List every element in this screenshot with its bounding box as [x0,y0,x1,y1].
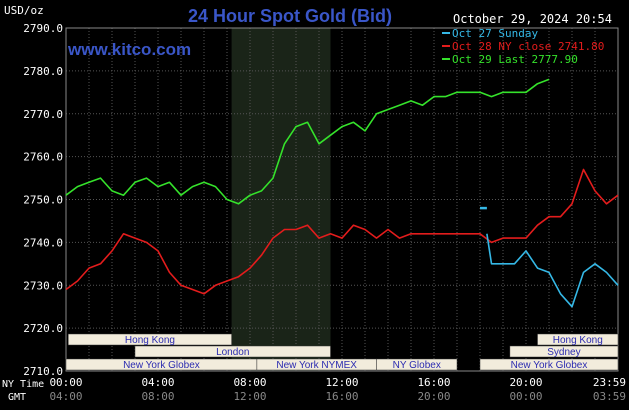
y-tick-label: 2760.0 [23,151,63,164]
site-label: www.kitco.com [67,40,191,59]
session-label: London [216,347,249,358]
x-tick-ny: 00:00 [49,376,82,389]
y-tick-label: 2730.0 [23,279,63,292]
session-label: Sydney [547,347,580,358]
x-tick-gmt: 03:59 [593,390,626,403]
session-bar [479,358,619,371]
session-bar [134,345,331,358]
series-line [65,168,619,295]
legend-entry: Oct 28 NY close 2741.80 [452,40,604,53]
x-tick-gmt: 20:00 [417,390,450,403]
series-line [65,78,550,205]
session-bars: Hong Kong Hong Kong London Sydney New York G… [65,333,619,371]
series-layer [65,78,619,308]
y-tick-label: 2750.0 [23,194,63,207]
series-line [486,233,619,308]
session-label: Hong Kong [553,335,603,346]
session-bar [68,333,232,346]
y-tick-label: 2790.0 [23,22,63,35]
session-bar [509,345,619,358]
session-label: Hong Kong [125,335,175,346]
x-tick-ny: 12:00 [325,376,358,389]
legend-entry: Oct 27 Sunday [452,27,538,40]
x-tick-gmt: 12:00 [233,390,266,403]
x-tick-ny: 08:00 [233,376,266,389]
x-tick-gmt: 16:00 [325,390,358,403]
plot-border [65,27,619,372]
session-label: NY Globex [393,360,441,371]
x-tick-ny: 04:00 [141,376,174,389]
y-tick-labels: 2790.0 2780.0 2770.0 2760.0 2750.0 2740.0 2730… [23,22,63,378]
session-label: New York Globex [511,360,588,371]
gmt-label: GMT [8,392,26,403]
session-label: New York NYMEX [276,360,357,371]
x-tick-ny: 20:00 [509,376,542,389]
x-tick-gmt: 00:00 [509,390,542,403]
y-tick-label: 2770.0 [23,108,63,121]
y-tick-label: 2720.0 [23,322,63,335]
x-tick-gmt: 08:00 [141,390,174,403]
x-tick-labels: 00:00 04:00 08:00 12:00 16:00 20:00 23:5904:00… [49,376,626,403]
session-bar [537,333,619,346]
timestamp: October 29, 2024 20:54 [453,12,612,26]
session-bar [376,358,458,371]
y-tick-label: 2740.0 [23,236,63,249]
legend-entry: Oct 29 Last 2777.90 [452,53,578,66]
nymex-shaded-region [231,28,331,371]
y-unit-label: USD/oz [4,4,44,17]
chart-title: 24 Hour Spot Gold (Bid) [188,6,392,26]
session-label: New York Globex [123,360,200,371]
x-tick-gmt: 04:00 [49,390,82,403]
y-tick-label: 2780.0 [23,65,63,78]
grid-lines [65,27,619,372]
x-tick-ny: 23:59 [593,376,626,389]
y-tick-label: 2710.0 [23,365,63,378]
ny-time-label: NY Time [2,379,44,390]
x-tick-ny: 16:00 [417,376,450,389]
